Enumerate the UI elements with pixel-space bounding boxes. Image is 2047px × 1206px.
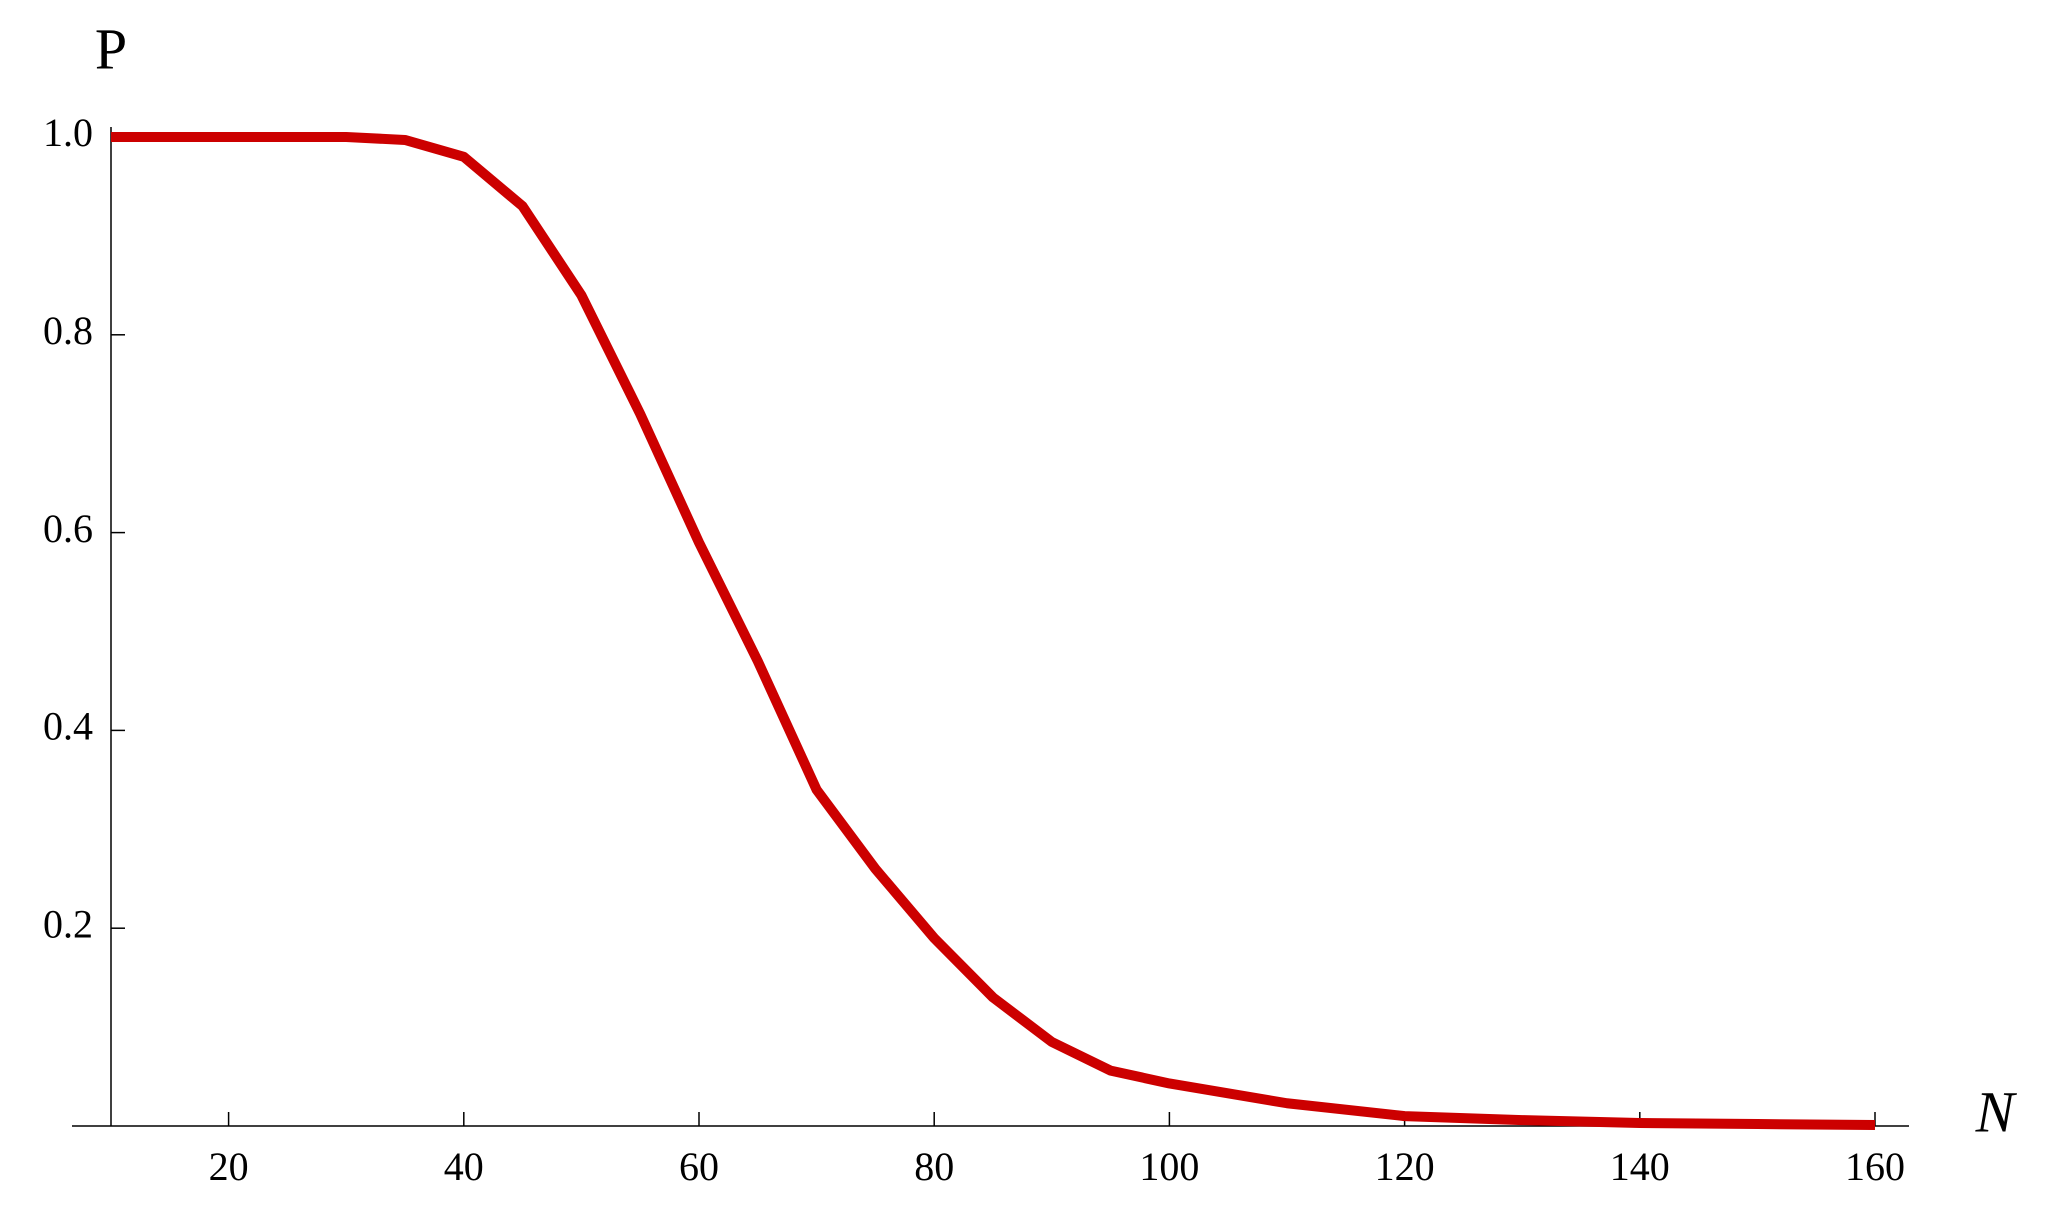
x-tick-label: 60 xyxy=(679,1144,719,1189)
line-series xyxy=(111,132,1876,1131)
y-tick-label: 0.4 xyxy=(43,704,93,749)
x-tick-label: 80 xyxy=(914,1144,954,1189)
y-tick-label: 0.8 xyxy=(43,308,93,353)
x-tick-label: 160 xyxy=(1845,1144,1905,1189)
y-axis-label: P xyxy=(95,16,127,81)
x-tick-label: 140 xyxy=(1610,1144,1670,1189)
x-tick-label: 100 xyxy=(1139,1144,1199,1189)
y-tick-label: 0.2 xyxy=(43,901,93,946)
x-tick-label: 20 xyxy=(209,1144,249,1189)
y-tick-label: 0.6 xyxy=(43,506,93,551)
x-tick-label: 120 xyxy=(1375,1144,1435,1189)
x-tick-label: 40 xyxy=(444,1144,484,1189)
y-tick-label: 1.0 xyxy=(43,110,93,155)
x-axis-label: N xyxy=(1975,1079,2018,1144)
